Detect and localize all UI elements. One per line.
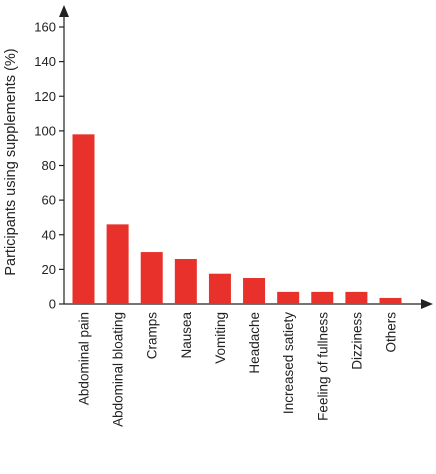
y-axis — [59, 5, 69, 304]
y-axis-title: Participants using supplements (%) — [3, 48, 19, 275]
y-tick-label: 20 — [42, 262, 56, 277]
y-tick-label: 0 — [49, 297, 56, 312]
y-tick-label: 40 — [42, 227, 56, 242]
y-tick-label: 140 — [34, 54, 56, 69]
bar — [243, 278, 266, 304]
y-axis-arrow — [59, 5, 69, 17]
x-tick-label: Cramps — [145, 312, 160, 360]
y-tick-labels: 0 20 40 60 80 100 120 140 160 — [34, 20, 64, 312]
bar — [277, 291, 300, 304]
bars — [72, 134, 402, 304]
bar — [208, 273, 231, 304]
y-tick-label: 160 — [34, 20, 56, 35]
bar — [311, 291, 334, 304]
y-tick-label: 80 — [42, 158, 56, 173]
x-tick-label: Others — [384, 312, 399, 353]
x-tick-label: Abdominal pain — [77, 312, 92, 405]
bar — [140, 252, 163, 304]
y-tick-label: 60 — [42, 193, 56, 208]
x-tick-labels: Abdominal pain Abdominal bloating Cramps Na… — [77, 312, 399, 427]
x-tick-label: Nausea — [179, 312, 194, 359]
y-tick-label: 120 — [34, 89, 56, 104]
x-tick-label: Dizziness — [349, 312, 364, 370]
x-tick-label: Headache — [247, 312, 262, 374]
x-tick-label: Abdominal bloating — [111, 312, 126, 427]
y-tick-label: 100 — [34, 123, 56, 138]
x-tick-label: Vomiting — [213, 312, 228, 364]
x-axis-arrow — [421, 299, 433, 309]
bar — [174, 258, 197, 304]
bar — [72, 134, 95, 304]
bar — [345, 291, 368, 304]
x-tick-label: Increased satiety — [281, 312, 296, 414]
x-tick-label: Feeling of fullness — [315, 312, 330, 421]
bar — [106, 224, 129, 304]
bar — [379, 297, 402, 304]
